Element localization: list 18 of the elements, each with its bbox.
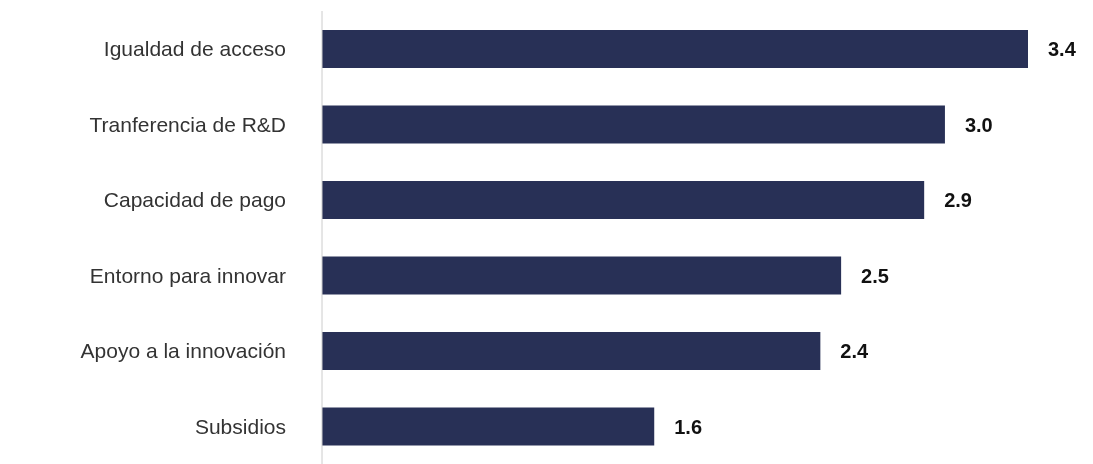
bar (322, 105, 945, 144)
y-tick-label: Subsidios (194, 414, 286, 438)
data-label: 2.5 (861, 264, 889, 287)
y-tick-label: Tranferencia de R&D (89, 112, 286, 136)
bar (322, 407, 655, 446)
y-tick-label: Capacidad de pago (103, 188, 286, 212)
data-label: 1.6 (674, 415, 703, 438)
data-label: 2.4 (840, 340, 870, 363)
data-label: 3.0 (964, 113, 993, 136)
y-tick-label: Igualdad de acceso (103, 37, 286, 61)
bar (322, 256, 842, 295)
bar (322, 181, 925, 219)
bar (322, 30, 1028, 68)
y-tick-label: Apoyo a la innovación (80, 339, 286, 363)
bar (322, 332, 821, 370)
data-label: 3.4 (1048, 38, 1077, 61)
y-tick-label: Entorno para innovar (89, 263, 286, 287)
data-label: 2.9 (944, 189, 972, 212)
